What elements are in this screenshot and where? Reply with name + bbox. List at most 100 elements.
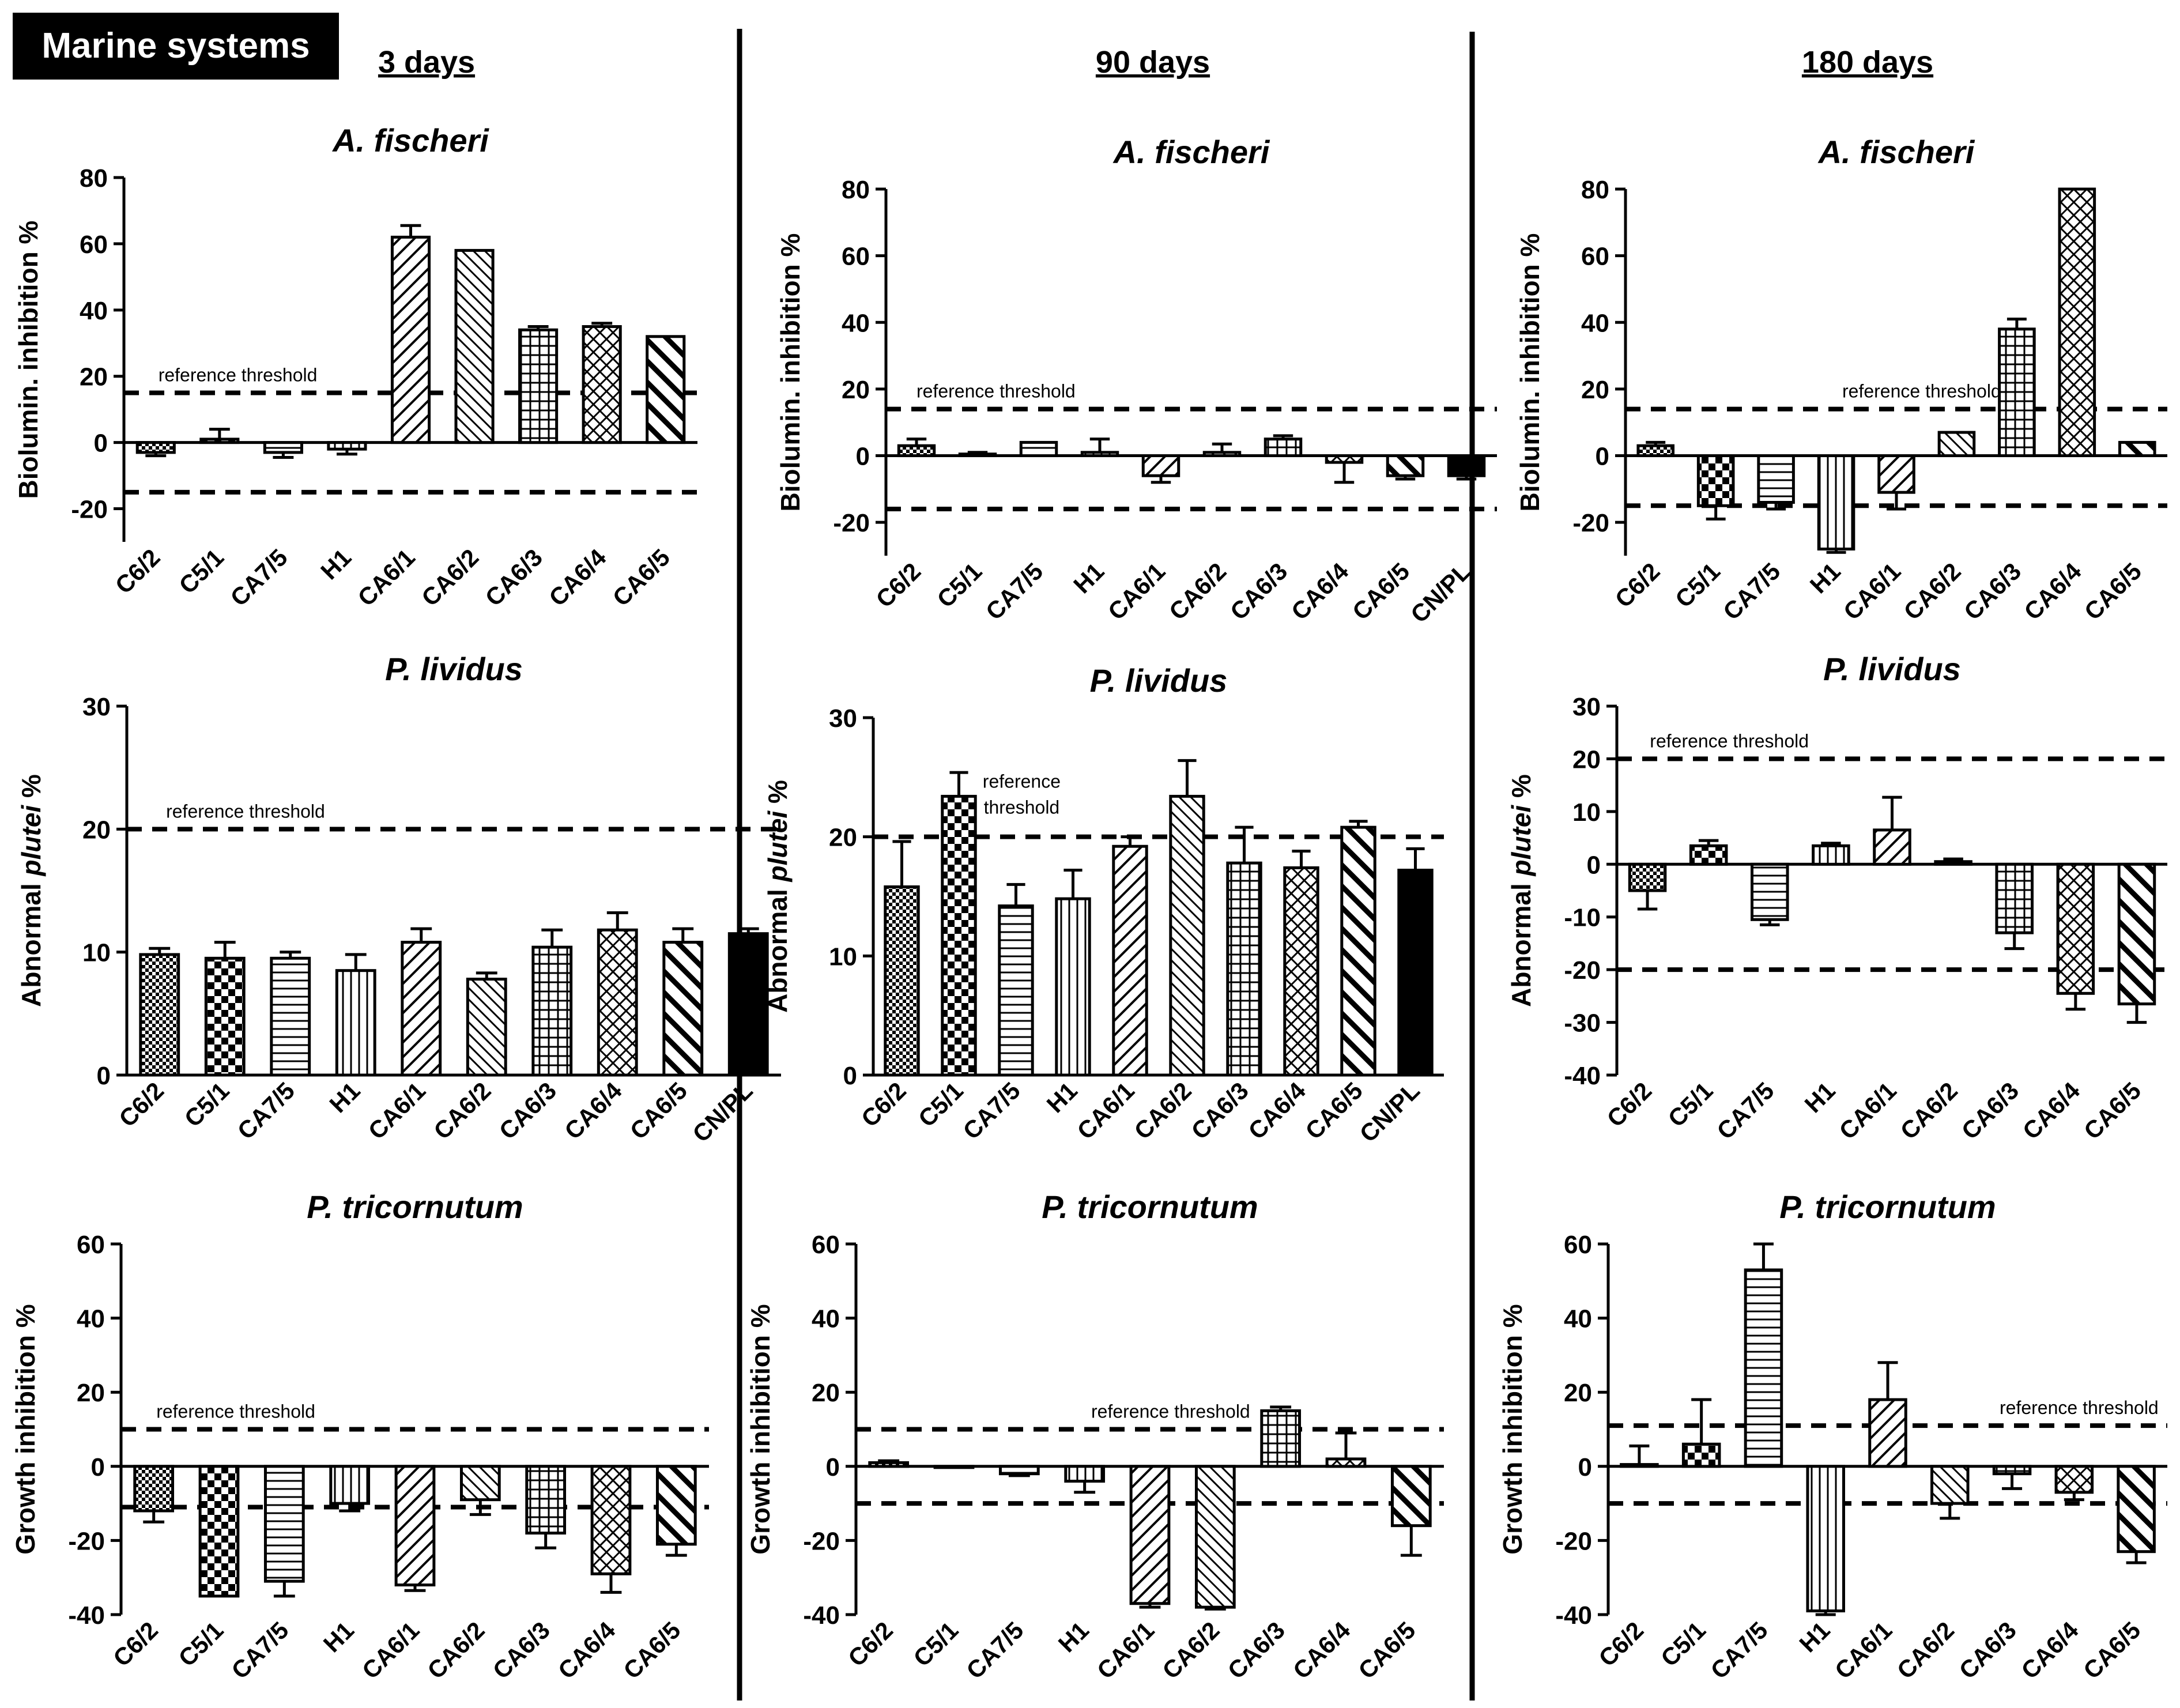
x-tick-label-ca6-1: CA6/1 xyxy=(1072,1077,1139,1144)
y-axis-label-part: Abnormal xyxy=(16,876,46,1006)
y-axis-label-part: Biolumin. inhibition % xyxy=(1515,233,1545,512)
badge-label: Marine systems xyxy=(42,26,310,66)
x-tick-label-c6-2: C6/2 xyxy=(1610,557,1665,613)
y-tick-label: 60 xyxy=(812,1231,840,1259)
bar-ca7-5 xyxy=(1757,454,1795,504)
reference-threshold-label: reference threshold xyxy=(1842,381,2001,402)
bar-ca6-4 xyxy=(2054,1465,2094,1494)
bar-c6-2 xyxy=(133,1465,175,1513)
badge-background xyxy=(13,13,339,80)
y-tick-label: 60 xyxy=(842,243,870,271)
y-tick-label: -20 xyxy=(71,496,108,524)
x-tick-label-c5-1: C5/1 xyxy=(179,1077,235,1132)
bar-ca6-2 xyxy=(1169,794,1205,1077)
x-tick-label-h1: H1 xyxy=(1042,1077,1083,1118)
bar-ca7-5 xyxy=(1751,862,1789,921)
x-tick-label-c6-2: C6/2 xyxy=(108,1616,163,1672)
y-axis-label: Growth inhibition % xyxy=(1498,1304,1527,1554)
x-tick-label-c6-2: C6/2 xyxy=(843,1616,898,1672)
bar-c6-2 xyxy=(139,953,180,1077)
x-tick-label-ca6-2: CA6/2 xyxy=(1895,1077,1963,1144)
y-axis-label-part: Growth inhibition % xyxy=(1498,1304,1527,1554)
bar-ca6-2 xyxy=(1934,860,1972,866)
bar-ca6-2 xyxy=(454,248,495,444)
bar-c6-2 xyxy=(884,885,920,1077)
y-tick-label: 20 xyxy=(842,376,870,404)
reference-threshold-label: threshold xyxy=(984,797,1060,818)
y-tick-label: 40 xyxy=(77,1305,105,1333)
x-tick-label-ca6-1: CA6/1 xyxy=(352,544,420,611)
x-tick-label-c5-1: C5/1 xyxy=(173,1616,228,1672)
y-axis-label: Growth inhibition % xyxy=(10,1304,40,1554)
x-tick-label-ca6-3: CA6/3 xyxy=(1953,1616,2021,1684)
bar-h1 xyxy=(329,1465,371,1505)
x-tick-label-ca6-4: CA6/4 xyxy=(2016,1616,2084,1684)
y-axis-label-part: plutei xyxy=(16,805,46,877)
y-axis-label-part: Growth inhibition % xyxy=(745,1304,775,1554)
bar-ca6-3 xyxy=(1998,327,2036,458)
chart-3-days-a-fischeri: A. fischeri Biolumin. inhibition % -20 0 20 4… xyxy=(13,122,697,612)
x-tick-label-ca6-5: CA6/5 xyxy=(625,1077,692,1144)
chart-180-days-a-fischeri: A. fischeri Biolumin. inhibition % -20 0 20 4… xyxy=(1515,134,2167,625)
x-tick-label-ca7-5: CA7/5 xyxy=(957,1077,1025,1144)
x-tick-label-cn-pl: CN/PL xyxy=(1405,557,1476,628)
x-tick-label-ca6-3: CA6/3 xyxy=(1186,1077,1253,1144)
y-tick-label: 60 xyxy=(1581,243,1609,271)
x-tick-label-ca7-5: CA7/5 xyxy=(980,557,1048,625)
reference-threshold-label: reference threshold xyxy=(156,1401,315,1422)
bar-c5-1 xyxy=(941,794,977,1077)
y-axis-label-part: plutei xyxy=(1506,805,1536,877)
bar-ca6-1 xyxy=(1877,454,1915,494)
chart-180-days-p-lividus: P. lividus Abnormal plutei % -40 -30 -20 -10 0… xyxy=(1506,651,2167,1145)
bar-ca6-3 xyxy=(1995,862,2034,934)
x-tick-label-ca6-2: CA6/2 xyxy=(1157,1616,1224,1684)
bar-ca6-1 xyxy=(1129,1465,1171,1605)
y-tick-label: 0 xyxy=(94,429,108,458)
bar-ca7-5 xyxy=(263,1465,305,1583)
x-tick-label-ca6-1: CA6/1 xyxy=(357,1616,424,1684)
y-tick-label: 60 xyxy=(80,231,108,259)
y-tick-label: 20 xyxy=(829,824,857,852)
chart-title: A. fischeri xyxy=(1112,134,1270,170)
x-tick-label-ca6-1: CA6/1 xyxy=(1830,1616,1897,1684)
y-tick-label: 20 xyxy=(1564,1379,1592,1407)
y-axis-label-part: Biolumin. inhibition % xyxy=(13,221,43,499)
bar-c5-1 xyxy=(204,956,246,1077)
x-tick-label-ca6-1: CA6/1 xyxy=(363,1077,431,1144)
bar-c5-1 xyxy=(198,1465,240,1598)
chart-180-days-p-tricornutum: P. tricornutum Growth inhibition % -40 -20 0… xyxy=(1498,1189,2167,1684)
x-tick-label-ca6-1: CA6/1 xyxy=(1838,557,1906,625)
y-axis-label-part: Biolumin. inhibition % xyxy=(775,233,805,512)
y-tick-label: 80 xyxy=(80,164,108,193)
bar-c6-2 xyxy=(897,444,936,458)
y-axis-label: Abnormal plutei % xyxy=(763,780,793,1013)
bar-ca6-4 xyxy=(1325,454,1364,464)
x-tick-label-ca6-2: CA6/2 xyxy=(422,1616,489,1684)
x-tick-label-ca6-3: CA6/3 xyxy=(1223,1616,1290,1684)
bar-h1 xyxy=(1064,1465,1106,1483)
y-tick-label: -20 xyxy=(1572,509,1609,537)
x-tick-label-ca6-5: CA6/5 xyxy=(1300,1077,1367,1144)
bar-ca7-5 xyxy=(270,956,311,1077)
bar-ca7-5 xyxy=(998,1465,1040,1476)
chart-panels: A. fischeri Biolumin. inhibition % -20 0 20 4… xyxy=(10,122,2167,1684)
bar-ca6-5 xyxy=(662,941,704,1077)
bar-ca6-4 xyxy=(1283,866,1319,1077)
bar-c5-1 xyxy=(1689,844,1728,866)
y-tick-label: 30 xyxy=(829,704,857,733)
x-tick-label-ca6-3: CA6/3 xyxy=(488,1616,555,1684)
y-axis-label-part: Growth inhibition % xyxy=(10,1304,40,1554)
y-axis-label-part: plutei xyxy=(763,810,793,883)
y-tick-label: 40 xyxy=(812,1305,840,1333)
reference-threshold-label: reference threshold xyxy=(2000,1397,2159,1418)
bar-ca6-5 xyxy=(655,1465,697,1546)
x-tick-label-ca6-3: CA6/3 xyxy=(1956,1077,2024,1144)
x-tick-label-ca6-1: CA6/1 xyxy=(1092,1616,1159,1684)
bar-ca6-2 xyxy=(1930,1465,1970,1505)
bar-c6-2 xyxy=(1636,444,1675,458)
bar-ca6-4 xyxy=(597,928,638,1077)
x-tick-label-ca6-1: CA6/1 xyxy=(1103,557,1170,625)
x-tick-label-c5-1: C5/1 xyxy=(931,557,987,613)
chart-90-days-p-tricornutum: P. tricornutum Growth inhibition % -40 -20 0… xyxy=(745,1189,1444,1684)
